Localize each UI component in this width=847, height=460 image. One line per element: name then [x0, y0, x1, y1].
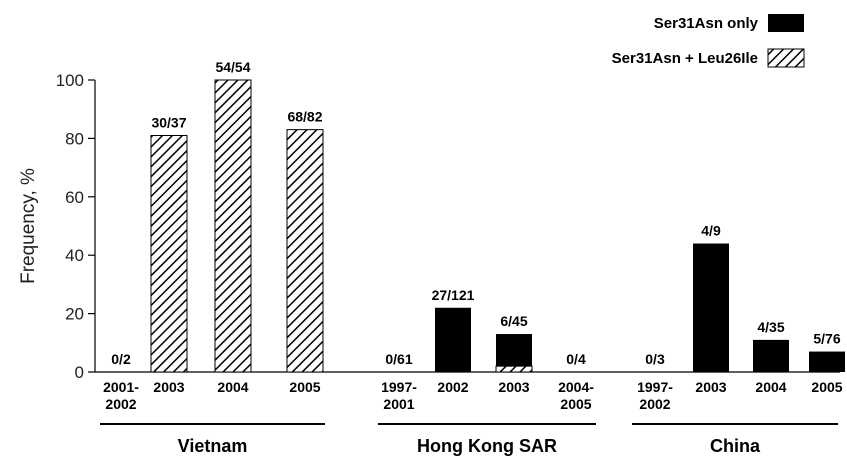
bar-count-label: 30/37: [151, 114, 186, 130]
bar-count-label: 0/61: [385, 351, 412, 367]
bar-hatched: [286, 129, 324, 373]
y-tick-label: 60: [65, 188, 84, 207]
bar-solid: [496, 334, 532, 367]
x-category-label: 2002: [437, 379, 468, 395]
bar-count-label: 27/121: [432, 287, 475, 303]
y-axis-label: Frequency, %: [18, 168, 39, 284]
group-label: Hong Kong SAR: [417, 436, 557, 456]
x-category-label: 2004: [217, 379, 248, 395]
bar-hatched: [150, 134, 188, 373]
bar-hatched: [495, 365, 533, 373]
legend: Ser31Asn only Ser31Asn + Leu26Ile: [612, 14, 805, 68]
y-tick-label: 20: [65, 305, 84, 324]
bar-solid: [693, 243, 729, 372]
x-category-label: 2003: [153, 379, 184, 395]
legend-swatch-solid: [768, 14, 804, 32]
x-category-label: 2005: [811, 379, 842, 395]
x-category-label: 1997-2002: [637, 379, 673, 412]
x-category-label: 2001-2002: [103, 379, 139, 412]
legend-label-ser31asn-leu26ile: Ser31Asn + Leu26Ile: [612, 50, 758, 67]
x-category-label: 2005: [289, 379, 320, 395]
x-category-label: 1997-2001: [381, 379, 417, 412]
group-label: China: [710, 436, 761, 456]
bar-count-label: 4/9: [701, 223, 721, 239]
y-tick-label: 40: [65, 246, 84, 265]
x-category-label: 2004: [755, 379, 786, 395]
bar-count-label: 0/4: [566, 351, 586, 367]
x-category-label: 2003: [695, 379, 726, 395]
y-tick-label: 80: [65, 129, 84, 148]
bar-count-label: 0/2: [111, 351, 131, 367]
bar-count-label: 5/76: [813, 331, 840, 347]
y-tick-label: 0: [75, 363, 84, 382]
legend-label-ser31asn-only: Ser31Asn only: [654, 15, 759, 32]
bar-solid: [435, 307, 471, 372]
bar-solid: [753, 339, 789, 372]
bar-count-label: 4/35: [757, 319, 784, 335]
x-category-label: 2004-2005: [558, 379, 594, 412]
bar-hatched: [214, 79, 252, 373]
bar-count-label: 6/45: [500, 313, 527, 329]
group-label: Vietnam: [178, 436, 248, 456]
x-category-label: 2003: [498, 379, 529, 395]
bar-count-label: 54/54: [215, 59, 250, 75]
y-tick-label: 100: [56, 71, 84, 90]
bar-count-label: 68/82: [287, 109, 322, 125]
bar-count-label: 0/3: [645, 351, 665, 367]
bar-solid: [809, 351, 845, 372]
legend-swatch-hatched: [767, 48, 805, 68]
